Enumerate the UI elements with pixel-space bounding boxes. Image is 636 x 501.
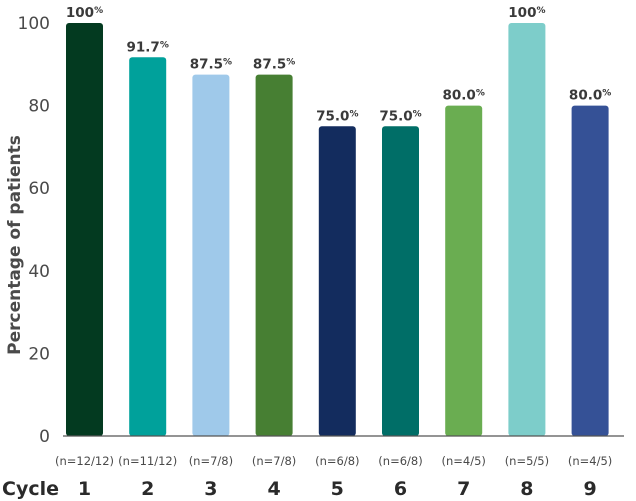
- y-tick-label: 80: [28, 97, 50, 117]
- bars-group: 100%91.7%87.5% 87.5%75.0% 75.0%80.0%100%80…: [66, 5, 611, 437]
- bar-value-label: 100%: [66, 5, 103, 21]
- bar-value-number: 75.0: [379, 108, 412, 124]
- x-tick-label: 6: [394, 478, 407, 500]
- bar-value-unit: %: [349, 109, 358, 119]
- bar-value-number: 91.7: [127, 39, 160, 55]
- x-tick-label: 1: [78, 478, 91, 500]
- sample-size-label: (n=12/12): [55, 454, 114, 468]
- x-tick-label: 8: [520, 478, 533, 500]
- sample-size-label: (n=4/5): [441, 454, 485, 468]
- bar-value-label: 100%: [508, 5, 545, 21]
- sample-size-label: (n=5/5): [505, 454, 549, 468]
- bar-value-unit: %: [286, 58, 295, 68]
- bar-value-number: 87.5: [253, 57, 286, 73]
- y-axis: 0 20 40 60 80 100: [18, 14, 50, 447]
- bar-value-number: 80.0: [443, 88, 476, 104]
- x-axis-title: Cycle: [2, 478, 59, 500]
- x-labels-group: (n=12/12) 1 (n=11/12) 2 (n=7/8) 3 (n=7/8) 4 (n=6…: [55, 454, 612, 500]
- bar: [129, 57, 167, 437]
- sample-size-label: (n=7/8): [189, 454, 233, 468]
- bar: [318, 126, 356, 436]
- x-tick-label: 3: [204, 478, 217, 500]
- x-tick-label: 5: [331, 478, 344, 500]
- sample-size-label: (n=6/8): [315, 454, 359, 468]
- bar-value-label: 87.5%: [253, 57, 295, 73]
- bar-value-unit: %: [536, 6, 545, 16]
- bar-value-unit: %: [413, 109, 422, 119]
- bar-value-number: 75.0: [316, 108, 349, 124]
- bar-value-label: 75.0%: [379, 108, 421, 124]
- y-tick-label: 40: [28, 262, 50, 282]
- bar: [255, 74, 293, 436]
- y-tick-label: 100: [18, 14, 50, 34]
- bar: [508, 23, 546, 436]
- sample-size-label: (n=11/12): [118, 454, 177, 468]
- x-tick-label: 2: [141, 478, 154, 500]
- y-tick-label: 60: [28, 179, 50, 199]
- bar-value-number: 87.5: [190, 57, 223, 73]
- x-tick-label: 7: [457, 478, 470, 500]
- bar-value-number: 100: [66, 5, 94, 21]
- x-tick-label: 4: [267, 478, 280, 500]
- bar-value-label: 80.0%: [569, 88, 611, 104]
- bar: [382, 126, 419, 436]
- bar-value-unit: %: [94, 6, 103, 16]
- bar-value-unit: %: [160, 40, 169, 50]
- bar-value-label: 80.0%: [443, 88, 485, 104]
- y-tick-label: 20: [28, 344, 50, 364]
- sample-size-label: (n=6/8): [378, 454, 422, 468]
- bar: [66, 23, 103, 436]
- y-axis-title: Percentage of patients: [5, 135, 25, 355]
- bar-value-number: 80.0: [569, 88, 602, 104]
- bar: [445, 105, 483, 436]
- bar: [192, 74, 230, 436]
- bar-value-unit: %: [476, 89, 485, 99]
- bar-value-number: 100: [508, 5, 536, 21]
- x-tick-label: 9: [583, 478, 596, 500]
- bar-value-unit: %: [602, 89, 611, 99]
- bar: [571, 105, 609, 436]
- sample-size-label: (n=7/8): [252, 454, 296, 468]
- y-tick-label: 0: [39, 427, 50, 447]
- bar-value-label: 87.5%: [190, 57, 232, 73]
- sample-size-label: (n=4/5): [568, 454, 612, 468]
- bar-value-label: 75.0%: [316, 108, 358, 124]
- bar-value-unit: %: [223, 58, 232, 68]
- bar-value-label: 91.7%: [127, 39, 169, 55]
